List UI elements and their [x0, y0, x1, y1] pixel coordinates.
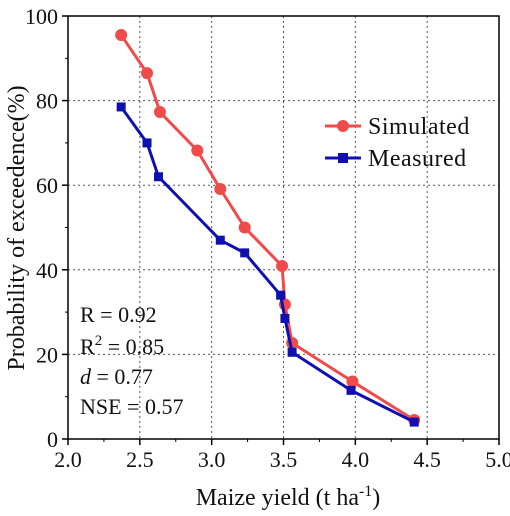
stats-annotation: R = 0.92 R2 = 0.85 d = 0.77 NSE = 0.57 — [80, 302, 183, 419]
x-axis-label-sup: -1 — [359, 483, 372, 500]
stat-r2: R2 = 0.85 — [80, 333, 164, 359]
y-tick-label: 80 — [36, 89, 58, 114]
stat-r2-suffix: = 0.85 — [102, 334, 164, 359]
stat-r2-prefix: R — [80, 334, 95, 359]
point-measured — [287, 347, 297, 357]
x-tick-label: 4.0 — [342, 447, 370, 472]
point-measured — [116, 102, 126, 112]
y-tick-label: 100 — [25, 4, 58, 29]
x-tick-label: 4.5 — [413, 447, 441, 472]
stat-r: R = 0.92 — [80, 302, 157, 327]
point-simulated — [346, 375, 359, 388]
y-tick-label: 60 — [36, 173, 58, 198]
axis-ticks: 2.0 2.5 3.0 3.5 4.0 4.5 5.0 0 20 40 60 80 100 — [25, 4, 510, 472]
legend-marker-simulated — [337, 120, 349, 132]
y-axis-label: Probability of exceedence(%) — [4, 85, 30, 370]
point-measured — [240, 248, 250, 258]
point-simulated — [191, 144, 204, 157]
legend-marker-measured — [338, 153, 348, 163]
point-simulated — [115, 29, 128, 42]
point-simulated — [141, 67, 154, 80]
series-line-measured — [119, 106, 415, 424]
point-simulated — [153, 106, 166, 119]
x-axis-label-close: ) — [372, 485, 380, 511]
legend-label-simulated: Simulated — [368, 114, 470, 140]
point-measured — [142, 138, 152, 148]
point-measured — [276, 290, 286, 300]
legend: Simulated Measured — [325, 114, 470, 172]
series-line-simulated — [119, 34, 416, 422]
point-measured — [346, 385, 356, 395]
x-tick-label: 5.0 — [485, 447, 510, 472]
stat-d: d = 0.77 — [80, 364, 153, 389]
point-simulated — [214, 183, 227, 196]
x-tick-label: 2.0 — [54, 447, 82, 472]
point-measured — [215, 235, 225, 245]
series-layer — [115, 29, 421, 427]
stat-d-suffix: = 0.77 — [91, 364, 153, 389]
stat-d-var: d — [80, 364, 92, 389]
x-tick-label: 3.0 — [198, 447, 226, 472]
point-measured — [154, 172, 164, 182]
point-measured — [280, 313, 290, 323]
point-simulated — [238, 221, 251, 234]
x-tick-label: 3.5 — [270, 447, 298, 472]
point-measured — [409, 417, 419, 427]
x-axis-label-main: Maize yield (t ha — [196, 485, 360, 511]
point-simulated — [276, 259, 289, 272]
stat-r2-sup: 2 — [95, 333, 103, 349]
x-axis-label: Maize yield (t ha-1) — [196, 483, 381, 511]
legend-label-measured: Measured — [368, 146, 467, 172]
y-tick-label: 0 — [47, 427, 58, 452]
y-tick-label: 20 — [36, 342, 58, 367]
x-tick-label: 2.5 — [126, 447, 154, 472]
stat-nse: NSE = 0.57 — [80, 394, 183, 419]
y-tick-label: 40 — [36, 258, 58, 283]
